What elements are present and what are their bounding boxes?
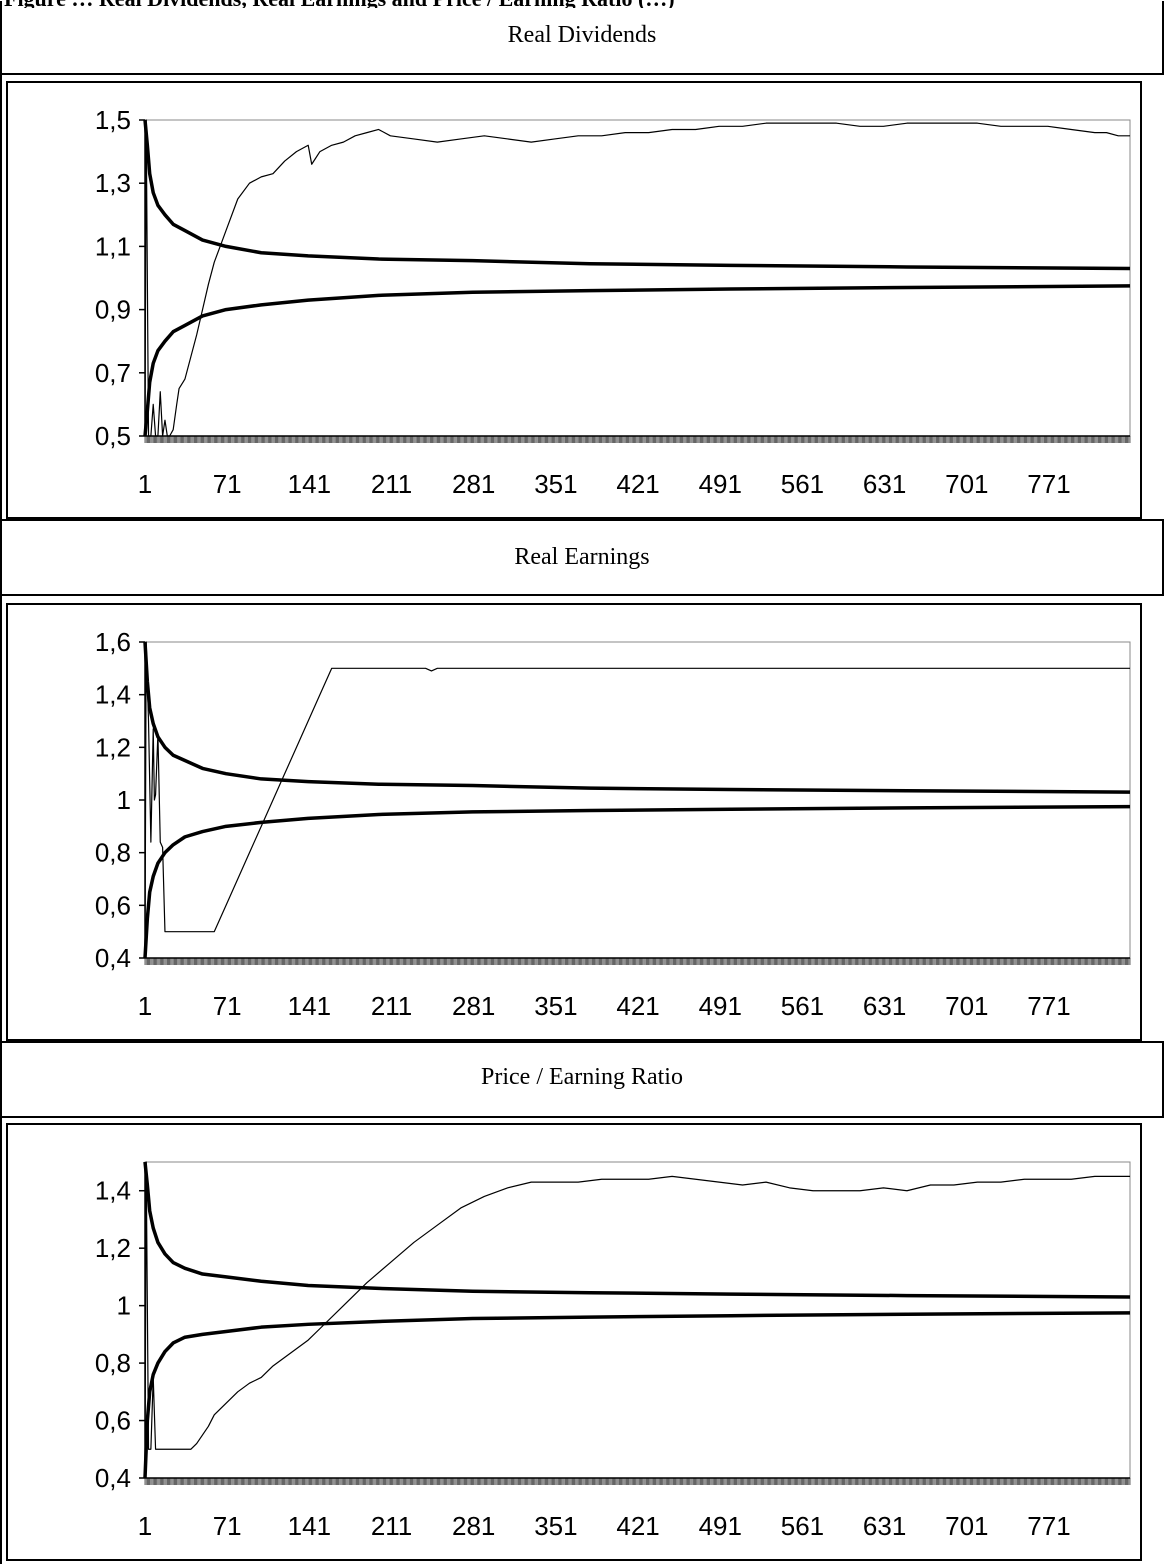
x-tick-label: 1 [138, 991, 152, 1021]
plot-area [144, 119, 1131, 437]
y-tick-label: 1,4 [95, 680, 131, 710]
x-tick-label: 1 [138, 1511, 152, 1541]
chart-svg-price-earning-ratio: 1,41,210,80,60,41 71 141 211 281 351 421 491 561… [95, 1161, 1131, 1541]
x-tick-label: 351 [534, 469, 577, 499]
x-tick-label: 561 [781, 991, 824, 1021]
x-tick-label: 351 [534, 1511, 577, 1541]
x-axis-minor-ticks [144, 958, 1131, 965]
x-tick-label: 631 [863, 1511, 906, 1541]
section-title-real-dividends: Real Dividends [507, 22, 657, 48]
y-tick-label: 1,4 [95, 1176, 131, 1206]
x-tick-label: 561 [781, 469, 824, 499]
x-tick-label: 71 [213, 991, 242, 1021]
y-tick-label: 0,4 [95, 943, 131, 973]
x-tick-label: 701 [945, 991, 988, 1021]
page-title: Figure … Real Dividends, Real Earnings a… [4, 0, 1164, 8]
x-tick-label: 771 [1027, 1511, 1070, 1541]
x-tick-label: 491 [699, 469, 742, 499]
x-tick-label: 281 [452, 1511, 495, 1541]
series-line-1 [143, 1161, 1131, 1299]
x-tick-label: 281 [452, 991, 495, 1021]
series-line-1 [143, 641, 1131, 794]
y-tick-label: 0,7 [95, 358, 131, 388]
x-tick-label: 491 [699, 1511, 742, 1541]
y-tick-label: 0,6 [95, 890, 131, 920]
y-tick-label: 1,3 [95, 168, 131, 198]
x-tick-label: 141 [288, 991, 331, 1021]
y-tick-label: 0,8 [95, 1348, 131, 1378]
x-tick-label: 771 [1027, 469, 1070, 499]
x-axis-minor-ticks [144, 436, 1131, 443]
x-tick-label: 351 [534, 991, 577, 1021]
y-tick-label: 1,5 [95, 105, 131, 135]
x-tick-label: 421 [616, 469, 659, 499]
series-line-2 [143, 284, 1131, 437]
x-tick-label: 71 [213, 1511, 242, 1541]
y-tick-label: 1,2 [95, 732, 131, 762]
y-tick-label: 0,5 [95, 421, 131, 451]
plot-area [144, 1161, 1131, 1479]
y-tick-label: 1,6 [95, 627, 131, 657]
series-line-3 [144, 641, 1130, 959]
x-tick-label: 281 [452, 469, 495, 499]
x-tick-label: 421 [616, 1511, 659, 1541]
series-line-1 [143, 119, 1131, 271]
y-tick-label: 0,8 [95, 838, 131, 868]
chart-svg-real-dividends: 1,5 1,3 1,1 0,9 0,7 0,51 71 141 211 281 351 421 491 5… [95, 105, 1131, 499]
x-tick-label: 701 [945, 469, 988, 499]
y-tick-label: 1,2 [95, 1233, 131, 1263]
section-title-price-earning-ratio: Price / Earning Ratio [481, 1064, 683, 1090]
x-tick-label: 631 [863, 469, 906, 499]
series-line-3 [144, 119, 1130, 437]
x-tick-label: 631 [863, 991, 906, 1021]
section-title-real-earnings: Real Earnings [514, 544, 650, 570]
x-tick-label: 491 [699, 991, 742, 1021]
y-tick-label: 0,4 [95, 1463, 131, 1493]
series-line-2 [143, 1311, 1131, 1479]
x-tick-label: 1 [138, 469, 152, 499]
x-tick-label: 421 [616, 991, 659, 1021]
series-line-3 [144, 1161, 1130, 1479]
x-tick-label: 561 [781, 1511, 824, 1541]
x-tick-label: 141 [288, 1511, 331, 1541]
x-tick-label: 141 [288, 469, 331, 499]
x-tick-label: 211 [371, 991, 412, 1021]
x-tick-label: 211 [371, 1511, 412, 1541]
x-tick-label: 771 [1027, 991, 1070, 1021]
series-line-2 [143, 804, 1131, 959]
y-tick-label: 1 [117, 785, 131, 815]
x-tick-label: 701 [945, 1511, 988, 1541]
plot-area [144, 641, 1131, 959]
y-tick-label: 0,6 [95, 1406, 131, 1436]
chart-price-earning-ratio: 1,4 1,2 1 0,8 0,6 0,4 1 71 141 211 281 351 421 491 561… [6, 1123, 1142, 1561]
x-tick-label: 211 [371, 469, 412, 499]
chart-svg-real-earnings: 1,61,41,210,80,60,41 71 141 211 281 351 421 491… [95, 627, 1131, 1021]
chart-real-earnings: 1,6 1,4 1,2 1 0,8 0,6 0,4 1 71 141 211 281 351 421 491… [6, 603, 1142, 1041]
x-axis-minor-ticks [144, 1478, 1131, 1485]
x-tick-label: 71 [213, 469, 242, 499]
y-tick-label: 1 [117, 1291, 131, 1321]
chart-real-dividends: 1,5 1,3 1,1 0,9 0,7 0,5 1 71 141 211 281 351 421 491 5… [6, 81, 1142, 519]
y-tick-label: 1,1 [95, 231, 131, 261]
y-tick-label: 0,9 [95, 295, 131, 325]
